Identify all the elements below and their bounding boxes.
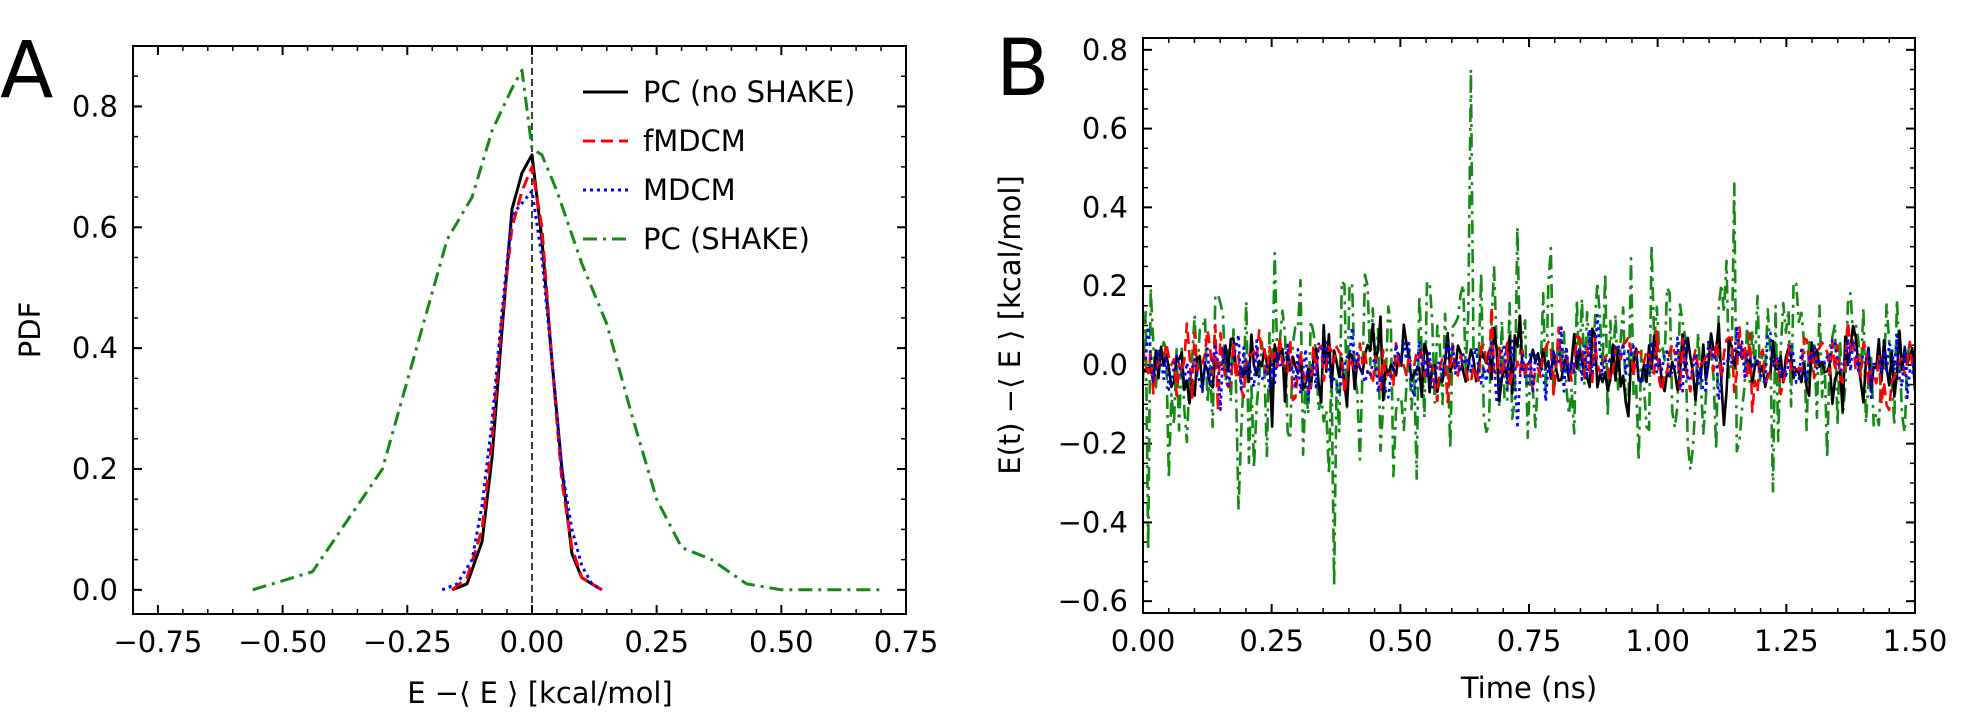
panel-b-x-tick-label: 0.75: [1497, 624, 1562, 658]
panel-b-series: [1143, 68, 1915, 587]
panel-b-x-tick-label: 1.50: [1883, 624, 1948, 658]
legend-label: PC (SHAKE): [643, 222, 810, 256]
panel-b-y-tick-label: −0.4: [1058, 505, 1128, 539]
panel-a-y-tick-label: 0.0: [72, 573, 118, 607]
panel-a-y-tick-label: 0.2: [72, 452, 118, 486]
panel-a-series-fmdcm: [451, 165, 603, 592]
panel-b-x-tick-label: 0.25: [1239, 624, 1304, 658]
panel-a-x-tick-label: 0.00: [500, 625, 565, 659]
panel-b-frame: [1142, 37, 1916, 614]
panel-b-x-tick-label: 1.25: [1754, 624, 1819, 658]
panel-a-x-tick-label: 0.50: [749, 625, 814, 659]
panel-a-legend: PC (no SHAKE) fMDCM MDCM PC (SHAKE): [583, 75, 855, 256]
panel-a-frame: [132, 45, 907, 615]
panel-b-y-tick-label: 0.8: [1082, 33, 1128, 67]
panel-a-x-tick-label: −0.25: [363, 625, 452, 659]
panel-a-series: [252, 68, 882, 592]
panel-b-x-tick-label: 0.00: [1111, 624, 1176, 658]
panel-b-chart: 0.00 0.25 0.50 0.75 1.00 1.25 1.50 −0.6 −0.4 −0.2…: [993, 33, 1947, 705]
panel-a-y-axis-title: PDF: [13, 302, 47, 359]
panel-label-a: A: [0, 26, 53, 116]
panel-b-x-tick-label: 1.00: [1625, 624, 1690, 658]
panel-a-y-tick-label: 0.6: [72, 210, 118, 244]
panel-a-x-tick-label: −0.50: [238, 625, 327, 659]
panel-b-x-axis-title: Time (ns): [1460, 671, 1597, 705]
panel-a-x-tick-label: 0.25: [624, 625, 689, 659]
panel-b-series-fmdcm: [1143, 305, 1915, 414]
panel-b-y-tick-label: 0.0: [1082, 348, 1128, 382]
panel-label-b: B: [996, 24, 1050, 114]
panel-b-y-tick-label: 0.6: [1082, 112, 1128, 146]
panel-b-y-tick-label: −0.6: [1058, 584, 1128, 618]
panel-a-y-tick-label: 0.8: [72, 89, 118, 123]
panel-a-y-tick-label: 0.4: [72, 331, 118, 365]
legend-label: PC (no SHAKE): [643, 75, 855, 109]
panel-b-x-tick-label: 0.50: [1368, 624, 1433, 658]
legend-label: fMDCM: [643, 124, 746, 158]
legend-label: MDCM: [643, 173, 736, 207]
panel-a-chart: −0.75 −0.50 −0.25 0.00 0.25 0.50 0.75 0.0 0.2 0.4…: [13, 45, 939, 710]
panel-b-ticks: 0.00 0.25 0.50 0.75 1.00 1.25 1.50 −0.6 −0.4 −0.2…: [1058, 33, 1948, 658]
panel-b-y-tick-label: 0.2: [1082, 269, 1128, 303]
panel-a-x-tick-label: −0.75: [113, 625, 202, 659]
panel-a-x-tick-label: 0.75: [874, 625, 939, 659]
panel-a-x-axis-title: E −⟨ E ⟩ [kcal/mol]: [407, 676, 672, 710]
panel-b-y-tick-label: 0.4: [1082, 190, 1128, 224]
panel-a-series-mdcm: [441, 189, 603, 592]
panel-a-series-pc-no-shake-: [451, 153, 603, 592]
panel-b-y-tick-label: −0.2: [1058, 427, 1128, 461]
panel-b-series-pc-shake-: [1143, 68, 1915, 587]
panel-b-series-mdcm: [1143, 313, 1915, 430]
panel-b-y-axis-title: E(t) −⟨ E ⟩ [kcal/mol]: [993, 175, 1027, 474]
panel-a-ticks: −0.75 −0.50 −0.25 0.00 0.25 0.50 0.75 0.0 0.2 0.4…: [72, 45, 939, 659]
